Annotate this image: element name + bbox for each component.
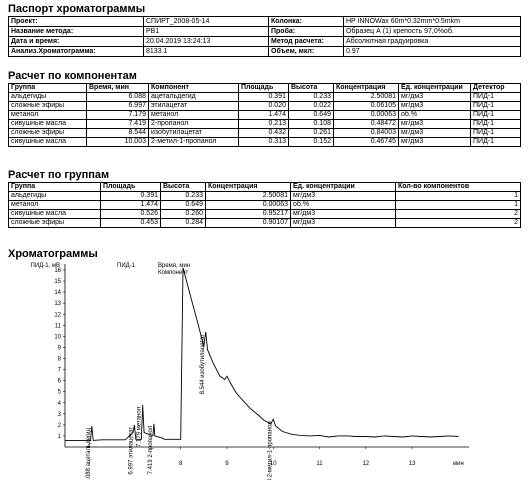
table-row: сложные эфиры 8.544 изобутилацетат 0.432 0.2… (8, 128, 521, 138)
y-tick-label: 2 (58, 423, 62, 429)
passport-title: Паспорт хроматограммы (8, 3, 146, 15)
peak-label: 10.003 2-метил-1-пропанол (267, 421, 273, 480)
peak-label: 8.544 изобутилацетат (200, 334, 206, 395)
chromatogram-line (65, 267, 459, 441)
x-tick-label: 12 (362, 461, 369, 467)
components-title: Расчет по компонентам (8, 70, 137, 82)
y-tick-label: 9 (58, 345, 62, 351)
chart-title: Хроматограммы (8, 248, 98, 260)
table-row: сивушные масла 7.419 2-пропанол 0.213 0.108 0… (8, 119, 521, 129)
y-tick-label: 16 (54, 268, 61, 274)
x-tick-label: 10 (270, 461, 277, 467)
table-header-row: Группа Время, мин Компонент Площадь Высота Ко… (8, 83, 521, 93)
y-tick-label: 5 (58, 390, 62, 396)
legend-line: Время, мин (158, 263, 190, 269)
peak-label: 7.179 метанол (137, 406, 143, 446)
table-row: сложные эфиры 0.453 0.284 0.90107 мг/дм3 2 (8, 218, 521, 228)
y-tick-label: 3 (58, 412, 62, 418)
passport-table: Проект: СПИРТ_2008-05-14 Колонка: HP INNOWa… (8, 16, 521, 57)
y-tick-label: 13 (54, 301, 61, 307)
passport-value: 0.97 (343, 46, 521, 57)
groups-table: Группа Площадь Высота Концентрация Ед. конце… (8, 182, 521, 228)
components-table: Группа Время, мин Компонент Площадь Высота Ко… (8, 83, 521, 147)
peak-label: 7.419 2-пропанол (148, 425, 154, 474)
y-axis-label: ПИД-1, мВ (31, 263, 60, 269)
x-tick-label: 11 (316, 461, 323, 467)
peak-label: 6.088 ацетальдегид (86, 427, 92, 480)
x-tick-label: 9 (225, 461, 229, 467)
x-axis-label: мин (453, 461, 464, 467)
x-tick-label: 8 (179, 461, 183, 467)
detector-label: ПИД-1 (117, 263, 136, 269)
table-cell: ПИД-1 (470, 137, 521, 147)
y-tick-label: 8 (58, 357, 62, 363)
peak-label: 6.997 этилацетат (128, 427, 134, 475)
y-tick-label: 14 (54, 290, 61, 296)
y-tick-label: 6 (58, 379, 62, 385)
x-tick-label: 13 (409, 461, 416, 467)
legend-line: Компонент (158, 270, 189, 276)
table-cell: 2 (395, 218, 521, 228)
y-tick-label: 1 (58, 434, 62, 440)
table-row: сивушные масла 10.003 2-метил-1-пропанол 0.… (8, 137, 521, 147)
y-tick-label: 11 (55, 323, 62, 329)
y-tick-label: 7 (58, 368, 62, 374)
y-tick-label: 15 (54, 279, 61, 285)
y-tick-label: 4 (58, 401, 62, 407)
groups-title: Расчет по группам (8, 169, 110, 181)
table-row: альдегиды 0.391 0.233 2.50081 мг/дм3 1 (8, 191, 521, 201)
passport-row: Анализ.Хроматограмма: 8133.1 Объем, мкл: 0.… (8, 46, 521, 57)
y-tick-label: 12 (54, 312, 61, 318)
y-tick-label: 10 (54, 334, 61, 340)
